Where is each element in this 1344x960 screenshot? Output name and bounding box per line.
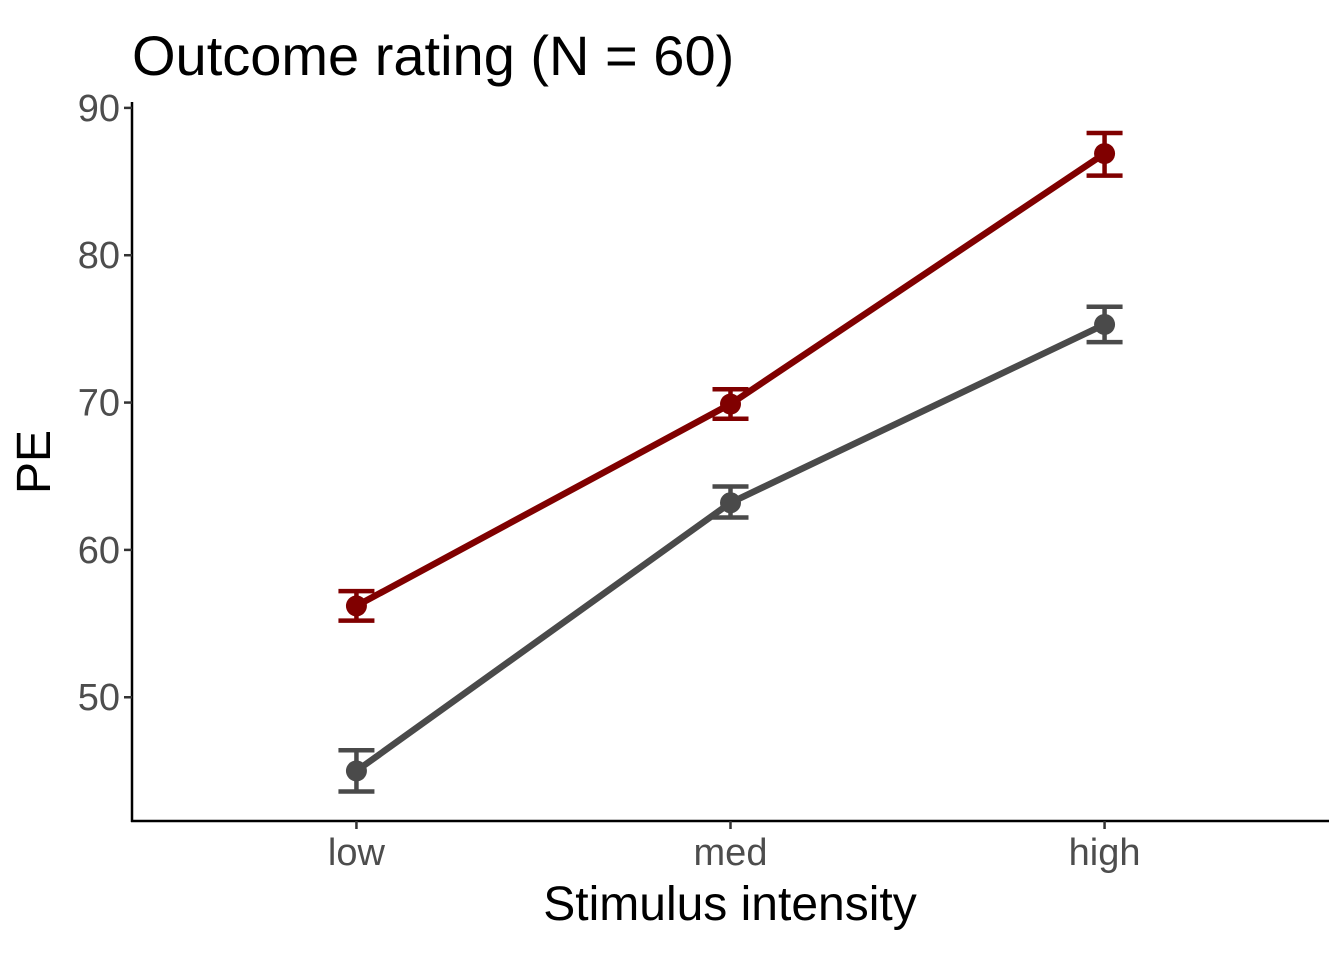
data-point xyxy=(1094,313,1116,335)
y-tick-label: 50 xyxy=(78,677,120,719)
data-point xyxy=(720,492,741,514)
series-layer xyxy=(338,130,1123,794)
x-axis-title: Stimulus intensity xyxy=(543,878,916,931)
series-1 xyxy=(338,130,1123,623)
y-axis-title: PE xyxy=(8,430,61,494)
y-axis-ticks: 50 60 70 80 90 xyxy=(78,88,132,719)
data-point xyxy=(720,393,741,415)
y-tick-label: 60 xyxy=(78,530,120,572)
y-tick-label: 70 xyxy=(78,383,120,425)
data-point xyxy=(345,760,367,782)
x-tick-label: high xyxy=(1069,832,1141,874)
x-tick-label: med xyxy=(694,832,768,874)
series-2 xyxy=(338,304,1123,794)
y-tick-label: 90 xyxy=(78,88,120,130)
data-point xyxy=(1094,143,1116,165)
y-tick-label: 80 xyxy=(78,235,120,277)
data-point xyxy=(345,595,367,617)
x-tick-label: low xyxy=(328,832,386,874)
x-axis-ticks: low med high xyxy=(328,821,1141,874)
plot-area: 50 60 70 80 90 low med high xyxy=(78,88,1329,874)
chart-title: Outcome rating (N = 60) xyxy=(132,24,734,87)
